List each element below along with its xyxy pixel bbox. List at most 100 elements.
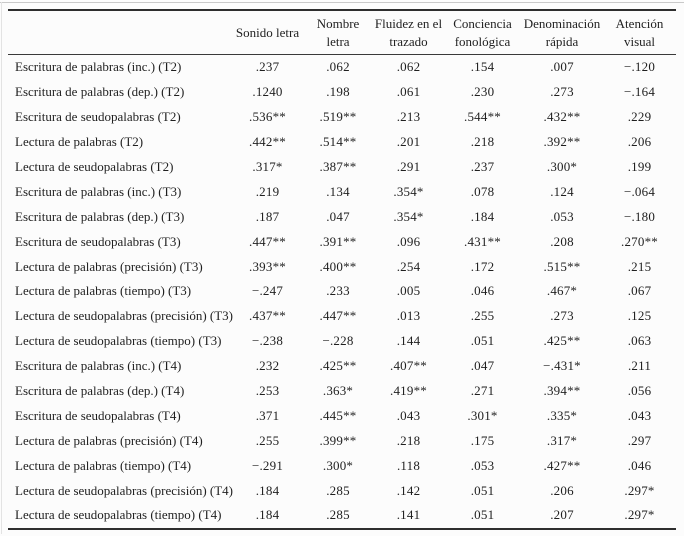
table-header: Sonido letra Nombre letra Fluidez en el tr… xyxy=(8,10,676,55)
correlation-value: −.164 xyxy=(623,84,656,100)
correlation-value: .198 xyxy=(326,84,350,100)
table-body: Escritura de palabras (inc.) (T2) .237 .06… xyxy=(8,55,676,529)
correlation-value: .394** xyxy=(543,383,581,399)
correlation-value: .273 xyxy=(550,308,574,324)
correlation-value: .062 xyxy=(326,59,350,75)
correlation-value: .053 xyxy=(550,208,574,224)
correlation-value: .062 xyxy=(396,59,421,75)
correlation-value: .515** xyxy=(543,258,581,274)
row-label: Escritura de palabras (inc.) (T4) xyxy=(15,358,182,374)
correlation-value: .363* xyxy=(322,383,354,399)
correlation-value: .144 xyxy=(396,333,421,349)
row-label: Escritura de seudopalabras (T2) xyxy=(15,109,181,125)
correlation-value: .187 xyxy=(255,208,280,224)
correlation-value: .399** xyxy=(319,432,357,448)
correlation-value: .142 xyxy=(396,482,421,498)
correlation-value: .255 xyxy=(470,308,495,324)
correlation-value: .067 xyxy=(627,283,652,299)
correlation-value: .407** xyxy=(390,358,427,374)
correlation-value: .184 xyxy=(255,482,280,498)
table-row: Escritura de palabras (inc.) (T4) .232 .42… xyxy=(8,354,676,379)
correlation-value: −.064 xyxy=(623,183,656,199)
row-label: Lectura de seudopalabras (tiempo) (T4) xyxy=(15,507,222,523)
correlation-value: .056 xyxy=(627,383,652,399)
correlation-value: .118 xyxy=(396,457,421,473)
row-label: Lectura de seudopalabras (precisión) (T3… xyxy=(15,308,234,324)
correlation-value: .046 xyxy=(470,283,495,299)
correlation-value: .184 xyxy=(470,208,495,224)
correlation-value: .354* xyxy=(393,208,424,224)
correlation-value: .317* xyxy=(546,432,578,448)
correlation-value: .519** xyxy=(319,109,357,125)
correlation-value: .141 xyxy=(396,507,421,523)
left-crop-artifact-line xyxy=(1,2,2,534)
row-label: Escritura de seudopalabras (T4) xyxy=(15,407,181,423)
column-header: Atención visual xyxy=(603,10,676,55)
row-label: Lectura de palabras (T2) xyxy=(15,134,144,150)
correlation-value: .063 xyxy=(627,333,652,349)
correlation-value: .230 xyxy=(470,84,495,100)
correlation-table: Sonido letra Nombre letra Fluidez en el tr… xyxy=(8,9,676,530)
correlation-value: .046 xyxy=(627,457,652,473)
correlation-value: .013 xyxy=(396,308,421,324)
row-label: Escritura de palabras (inc.) (T3) xyxy=(15,183,182,199)
correlation-value: .253 xyxy=(255,383,280,399)
column-header: Denominación rápida xyxy=(521,10,603,55)
correlation-value: .199 xyxy=(627,159,652,174)
row-label: Lectura de palabras (tiempo) (T3) xyxy=(15,283,192,299)
correlation-value: .215 xyxy=(627,258,652,274)
correlation-value: .285 xyxy=(326,482,350,498)
correlation-value: .213 xyxy=(396,109,421,125)
correlation-value: .514** xyxy=(319,134,357,150)
correlation-value: .043 xyxy=(627,407,652,423)
correlation-value: .392** xyxy=(543,134,581,150)
correlation-value: −.120 xyxy=(623,59,656,75)
correlation-value: .208 xyxy=(550,233,574,249)
row-label: Lectura de seudopalabras (tiempo) (T3) xyxy=(15,333,222,349)
table-row: Escritura de seudopalabras (T3) .447** .39… xyxy=(8,229,676,254)
correlation-value: .393** xyxy=(249,258,286,274)
correlation-value: .442** xyxy=(249,134,286,150)
correlation-value: .354* xyxy=(393,183,424,199)
correlation-value: .218 xyxy=(470,134,495,150)
correlation-value: .078 xyxy=(470,183,495,199)
correlation-value: .427** xyxy=(543,457,581,473)
row-label: Escritura de palabras (dep.) (T4) xyxy=(15,383,185,399)
correlation-value: .317* xyxy=(252,159,283,174)
correlation-value: .124 xyxy=(550,183,574,199)
header-row: Sonido letra Nombre letra Fluidez en el tr… xyxy=(8,10,676,55)
correlation-value: −.180 xyxy=(623,208,656,224)
correlation-value: .211 xyxy=(627,358,652,374)
table-row: Lectura de palabras (tiempo) (T4) −.291 .3… xyxy=(8,453,676,478)
correlation-value: .271 xyxy=(470,383,495,399)
correlation-value: .270** xyxy=(621,233,658,249)
table-row: Lectura de seudopalabras (tiempo) (T4) .1… xyxy=(8,503,676,529)
table-row: Lectura de palabras (tiempo) (T3) −.247 .2… xyxy=(8,279,676,304)
correlation-value: .425** xyxy=(543,333,581,349)
correlation-value: .297 xyxy=(627,432,652,448)
correlation-value: .432** xyxy=(543,109,581,125)
correlation-value: .206 xyxy=(550,482,574,498)
table-row: Escritura de seudopalabras (T4) .371 .445*… xyxy=(8,403,676,428)
correlation-value: .445** xyxy=(319,407,357,423)
correlation-value: .300* xyxy=(546,159,578,174)
correlation-value: .005 xyxy=(396,283,421,299)
row-label: Escritura de seudopalabras (T3) xyxy=(15,233,181,249)
table-row: Lectura de palabras (precisión) (T4) .255… xyxy=(8,428,676,453)
table-row: Escritura de palabras (inc.) (T2) .237 .06… xyxy=(8,55,676,80)
correlation-value: .291 xyxy=(396,159,421,174)
correlation-value: .536** xyxy=(249,109,286,125)
correlation-value: .047 xyxy=(470,358,495,374)
correlation-value: .172 xyxy=(470,258,495,274)
correlation-value: .007 xyxy=(550,59,574,75)
correlation-value: .425** xyxy=(319,358,357,374)
row-label: Escritura de palabras (dep.) (T3) xyxy=(15,208,185,224)
table-row: Lectura de palabras (T2) .442** .514** .201… xyxy=(8,130,676,155)
correlation-value: .447** xyxy=(319,308,357,324)
correlation-value: .218 xyxy=(396,432,421,448)
correlation-value: .447** xyxy=(249,233,286,249)
correlation-value: .297* xyxy=(624,507,655,523)
correlation-value: .301* xyxy=(467,407,498,423)
correlation-value: .207 xyxy=(550,507,574,523)
